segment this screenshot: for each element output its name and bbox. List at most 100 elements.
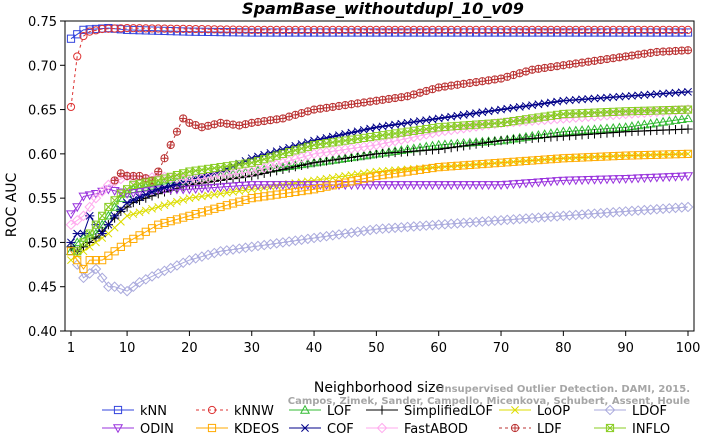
data-point — [303, 186, 312, 195]
data-point — [676, 114, 687, 124]
data-point — [397, 168, 406, 177]
data-point — [571, 25, 580, 34]
data-point — [428, 25, 437, 34]
data-point — [258, 162, 270, 174]
data-point — [646, 25, 655, 34]
data-point — [135, 208, 144, 217]
data-point — [322, 25, 331, 34]
data-point — [422, 25, 431, 34]
data-point — [160, 24, 169, 33]
data-point — [291, 25, 300, 34]
data-point — [104, 202, 113, 212]
data-point — [353, 175, 362, 185]
data-point — [422, 86, 431, 96]
data-point — [240, 181, 251, 191]
data-point — [110, 223, 119, 232]
data-point — [402, 181, 413, 191]
legend-label: kNNW — [234, 404, 274, 419]
data-point — [483, 181, 494, 191]
data-point — [296, 181, 307, 191]
data-point — [116, 206, 126, 217]
data-point — [204, 121, 213, 130]
data-point — [484, 159, 493, 168]
watermark-line-2: Campos, Zimek, Sander, Campello, Micenko… — [288, 396, 690, 407]
data-point — [315, 157, 325, 167]
data-point — [651, 173, 662, 183]
data-point — [601, 175, 613, 185]
data-point — [364, 140, 376, 152]
data-point — [453, 25, 462, 34]
data-point — [509, 70, 518, 80]
data-point — [353, 25, 362, 34]
legend-label: INFLO — [632, 422, 670, 434]
data-point — [503, 25, 512, 34]
data-point — [116, 217, 125, 226]
data-point — [190, 174, 201, 185]
data-point — [341, 25, 350, 34]
data-point — [471, 181, 482, 191]
data-point — [110, 176, 119, 185]
y-tick-label: 0.50 — [28, 236, 57, 251]
data-point — [285, 112, 294, 121]
data-point — [414, 181, 426, 191]
data-point — [383, 137, 395, 148]
data-point — [645, 173, 656, 183]
data-point — [78, 192, 89, 202]
data-point — [303, 107, 312, 116]
x-axis: 1 10 20 30 40 50 60 70 80 90 100 — [67, 331, 700, 356]
data-point — [321, 230, 332, 242]
data-point — [253, 25, 263, 34]
data-point — [559, 154, 568, 163]
data-point — [91, 220, 101, 229]
data-point — [477, 181, 488, 191]
data-point — [216, 202, 225, 212]
data-point — [79, 31, 88, 41]
data-point — [596, 152, 605, 161]
data-point — [503, 158, 512, 167]
data-point — [221, 169, 233, 181]
legend-label: SimplifiedLOF — [404, 404, 493, 419]
data-point — [116, 242, 125, 251]
data-point — [290, 235, 301, 246]
data-point — [115, 283, 127, 295]
legend-item-knnw: kNNW — [196, 404, 274, 419]
data-point — [272, 25, 281, 34]
x-tick-label: 60 — [430, 341, 447, 356]
series-ldof — [71, 201, 694, 297]
data-point — [634, 151, 643, 160]
data-point — [85, 27, 94, 36]
data-point — [365, 150, 375, 160]
data-point — [259, 181, 270, 191]
data-point — [453, 161, 462, 170]
data-point — [315, 181, 326, 191]
data-point — [683, 46, 693, 55]
data-point — [459, 141, 469, 151]
data-point — [595, 175, 606, 185]
data-point — [253, 193, 263, 202]
data-point — [215, 170, 226, 182]
data-point — [615, 151, 624, 160]
data-point — [565, 153, 574, 163]
data-point — [303, 25, 312, 34]
data-point — [609, 152, 618, 161]
data-point — [390, 181, 401, 191]
legend-marker — [511, 406, 519, 414]
data-point — [415, 25, 425, 34]
legend-marker — [604, 404, 616, 416]
data-point — [278, 114, 287, 123]
x-tick-label: 80 — [555, 341, 572, 356]
data-point — [240, 167, 251, 178]
data-point — [297, 25, 306, 34]
x-tick-label: 70 — [493, 341, 510, 356]
data-point — [589, 175, 600, 185]
data-point — [277, 157, 289, 169]
data-point — [640, 25, 649, 34]
data-point — [109, 281, 120, 293]
data-point — [154, 167, 163, 176]
data-point — [359, 25, 369, 34]
data-point — [489, 181, 500, 191]
data-point — [677, 149, 686, 159]
data-point — [464, 181, 475, 191]
x-tick-label: 90 — [617, 341, 634, 356]
data-point — [97, 229, 107, 238]
